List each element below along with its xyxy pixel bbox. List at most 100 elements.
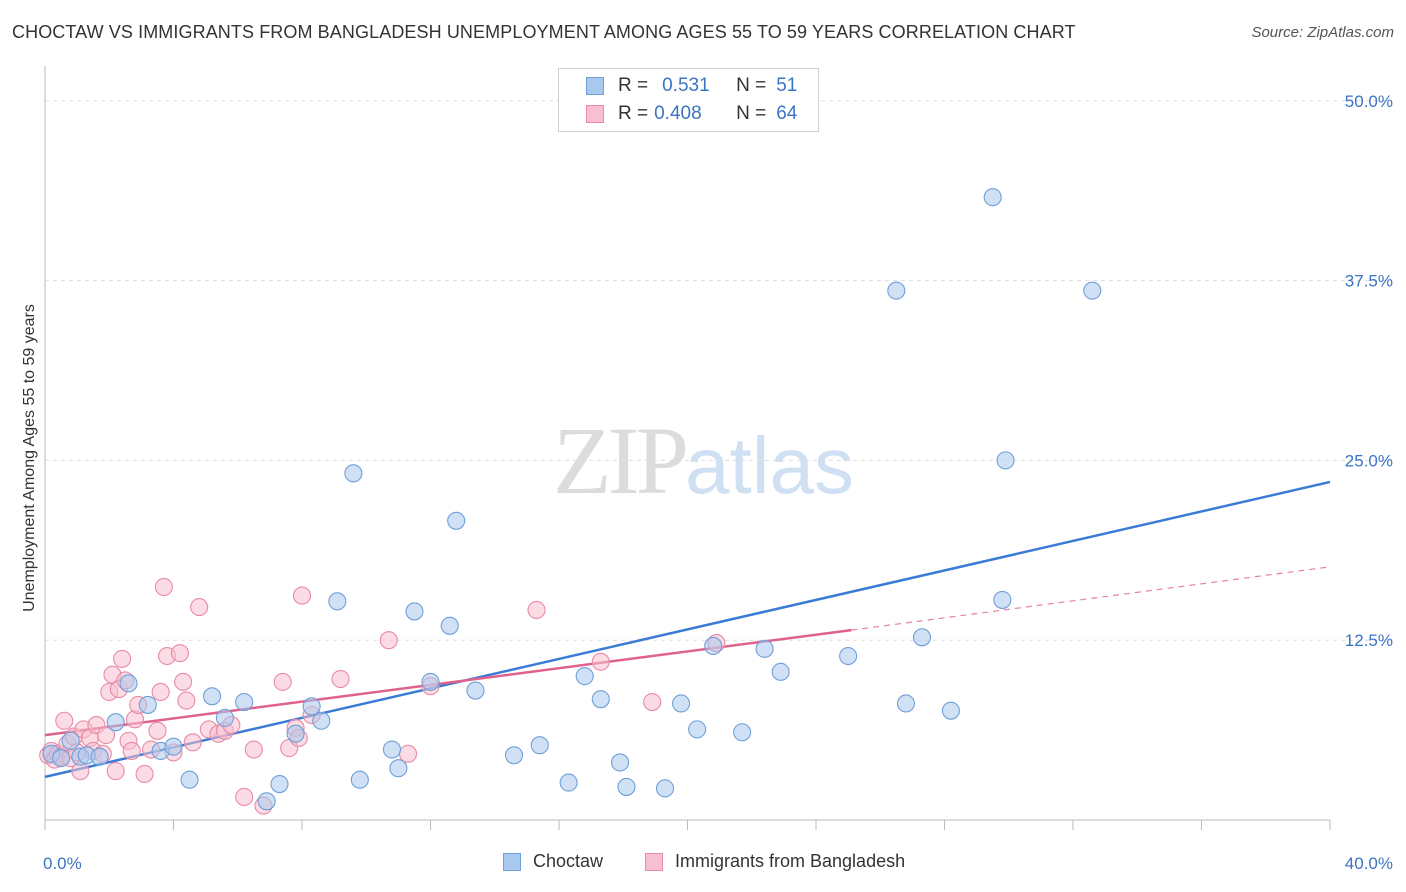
choctaw-point [839, 646, 858, 666]
bangladesh-swatch [645, 852, 663, 871]
bangladesh-point [235, 787, 254, 807]
bangladesh-point [113, 649, 132, 668]
choctaw-point [270, 774, 289, 794]
choctaw-point [704, 636, 723, 655]
choctaw-point [996, 451, 1015, 470]
choctaw-point [655, 779, 675, 798]
choctaw-point [286, 724, 305, 743]
bottom-legend-bangladesh-label: Immigrants from Bangladesh [675, 851, 906, 871]
legend-row-bangladesh: R = 0.408 N = 64 [586, 101, 797, 127]
bangladesh-point [379, 631, 398, 650]
legend-row-choctaw: R = 0.531 N = 51 [586, 73, 797, 99]
chart-title: CHOCTAW VS IMMIGRANTS FROM BANGLADESH UN… [12, 22, 1076, 42]
choctaw-point [575, 667, 594, 686]
bangladesh-point [273, 672, 292, 691]
axis-layer [44, 66, 1331, 830]
legend-r-label: R = [618, 103, 649, 124]
bangladesh-point [174, 672, 193, 691]
legend-r-value: 0.531 [662, 75, 710, 96]
choctaw-point [52, 749, 71, 768]
choctaw-point [688, 720, 707, 739]
watermark-atlas: atlas [685, 421, 854, 510]
legend-r-value: 0.408 [654, 103, 702, 124]
bangladesh-point [177, 691, 196, 710]
choctaw-point [421, 672, 440, 691]
choctaw-point [755, 639, 774, 658]
choctaw-point [180, 770, 199, 789]
choctaw-point [447, 511, 466, 530]
bangladesh-point [96, 726, 116, 745]
x-tick-label: 40.0% [1345, 854, 1393, 873]
choctaw-point [138, 695, 157, 714]
bangladesh-point [591, 652, 610, 671]
y-tick-label: 37.5% [1345, 272, 1393, 291]
bangladesh-point [331, 669, 350, 689]
y-tick-label: 50.0% [1345, 92, 1393, 111]
choctaw-swatch [586, 77, 604, 95]
choctaw-point [771, 662, 790, 681]
choctaw-point [887, 281, 906, 300]
points-layer [39, 188, 1102, 815]
choctaw-point [389, 759, 408, 778]
bangladesh-point [190, 598, 209, 617]
choctaw-point [983, 188, 1002, 207]
bangladesh-point [170, 644, 189, 663]
choctaw-point [672, 694, 691, 713]
bangladesh-point [527, 600, 546, 620]
bottom-legend-choctaw-label: Choctaw [533, 851, 604, 871]
bangladesh-trend-line [44, 628, 852, 737]
bangladesh-trend-extension [851, 566, 1331, 631]
choctaw-point [235, 692, 254, 712]
choctaw-point [896, 694, 916, 713]
bangladesh-point [122, 741, 141, 761]
choctaw-trend-line [44, 480, 1331, 779]
choctaw-point [941, 701, 960, 720]
choctaw-point [302, 697, 321, 716]
bangladesh-point [106, 762, 125, 781]
choctaw-point [610, 753, 630, 772]
y-tick-label: 12.5% [1345, 631, 1393, 650]
choctaw-point [591, 690, 610, 709]
bangladesh-point [292, 586, 312, 605]
bangladesh-point [135, 764, 154, 784]
choctaw-point [203, 687, 222, 706]
choctaw-point [530, 736, 549, 755]
choctaw-point [466, 681, 485, 700]
choctaw-point [164, 737, 183, 756]
bangladesh-point [151, 682, 170, 702]
choctaw-point [215, 708, 234, 727]
legend-n-label: N = [736, 75, 767, 96]
bangladesh-point [148, 721, 167, 740]
choctaw-point [328, 592, 347, 611]
choctaw-point [912, 628, 932, 647]
choctaw-point [617, 777, 636, 796]
bangladesh-point [398, 744, 418, 763]
legend-n-label: N = [736, 103, 767, 124]
choctaw-point [440, 616, 459, 635]
choctaw-point [405, 602, 424, 621]
choctaw-point [504, 746, 524, 765]
y-tick-label: 25.0% [1345, 451, 1393, 470]
choctaw-point [90, 747, 109, 766]
choctaw-point [61, 731, 80, 750]
bottom-legend-choctaw: Choctaw [503, 851, 603, 872]
choctaw-point [257, 792, 276, 811]
choctaw-point [106, 713, 125, 732]
choctaw-swatch [503, 852, 521, 871]
bangladesh-point [643, 692, 662, 712]
choctaw-point [1083, 281, 1102, 300]
bangladesh-point [55, 711, 74, 730]
choctaw-point [119, 674, 138, 693]
source-credit: Source: ZipAtlas.com [1251, 24, 1394, 41]
trend-layer [44, 480, 1331, 779]
choctaw-point [559, 773, 578, 792]
choctaw-point [312, 711, 331, 730]
choctaw-point [382, 740, 402, 759]
grid-layer [45, 100, 1392, 641]
choctaw-point [993, 590, 1012, 609]
bangladesh-point [183, 733, 202, 752]
choctaw-point [350, 770, 369, 789]
tick-label-layer: 12.5% 25.0% 37.5% 50.0% 0.0% 40.0% [43, 92, 1393, 873]
bangladesh-point [154, 577, 173, 597]
